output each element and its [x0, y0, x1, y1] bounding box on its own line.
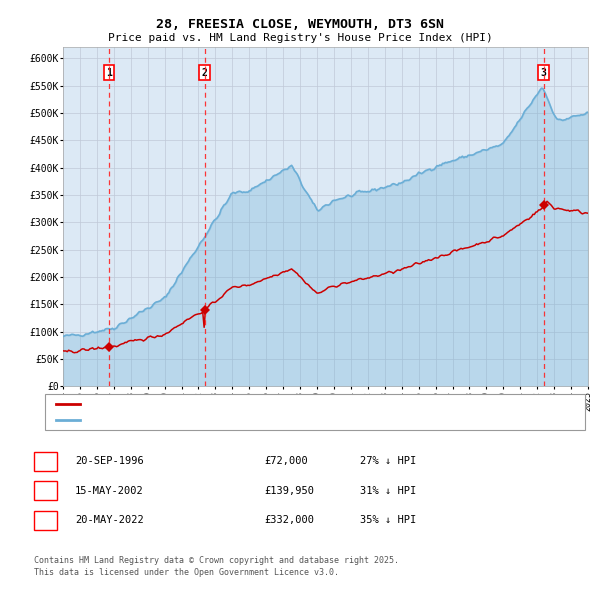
Text: £72,000: £72,000 [264, 457, 308, 466]
Text: £139,950: £139,950 [264, 486, 314, 496]
Text: HPI: Average price, detached house, Dorset: HPI: Average price, detached house, Dors… [84, 415, 347, 425]
Text: 20-SEP-1996: 20-SEP-1996 [75, 457, 144, 466]
Text: 31% ↓ HPI: 31% ↓ HPI [360, 486, 416, 496]
Text: 28, FREESIA CLOSE, WEYMOUTH, DT3 6SN: 28, FREESIA CLOSE, WEYMOUTH, DT3 6SN [156, 18, 444, 31]
Text: 3: 3 [541, 68, 547, 78]
Text: 35% ↓ HPI: 35% ↓ HPI [360, 516, 416, 525]
Text: 3: 3 [43, 516, 49, 525]
Text: 15-MAY-2002: 15-MAY-2002 [75, 486, 144, 496]
Text: Contains HM Land Registry data © Crown copyright and database right 2025.: Contains HM Land Registry data © Crown c… [34, 556, 399, 565]
Text: 1: 1 [43, 457, 49, 466]
Text: 2: 2 [202, 68, 208, 78]
Text: £332,000: £332,000 [264, 516, 314, 525]
Text: 28, FREESIA CLOSE, WEYMOUTH, DT3 6SN (detached house): 28, FREESIA CLOSE, WEYMOUTH, DT3 6SN (de… [84, 399, 415, 409]
Text: 2: 2 [43, 486, 49, 496]
Text: 27% ↓ HPI: 27% ↓ HPI [360, 457, 416, 466]
Text: 1: 1 [106, 68, 112, 78]
Text: 20-MAY-2022: 20-MAY-2022 [75, 516, 144, 525]
Text: Price paid vs. HM Land Registry's House Price Index (HPI): Price paid vs. HM Land Registry's House … [107, 34, 493, 43]
Text: This data is licensed under the Open Government Licence v3.0.: This data is licensed under the Open Gov… [34, 568, 339, 577]
